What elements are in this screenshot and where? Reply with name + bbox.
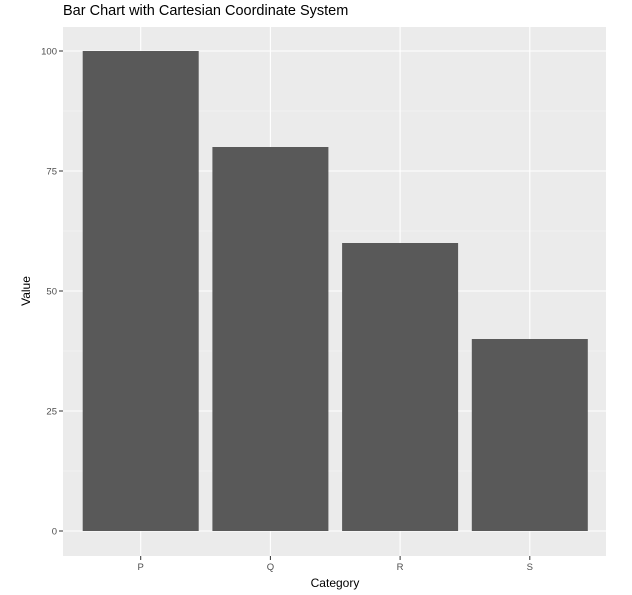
x-axis-title: Category [311,576,360,590]
bar-q [212,147,329,531]
bar-p [82,51,199,531]
x-tick-label: Q [267,562,274,573]
x-tick-label: S [527,562,533,573]
bar-s [471,339,588,531]
bars [82,51,588,531]
y-tick-label: 75 [46,166,57,177]
x-tick-label: P [138,562,144,573]
bar-r [342,243,459,531]
y-tick-label: 25 [46,406,57,417]
y-axis: 0 25 50 75 100 [41,46,63,537]
y-tick-label: 50 [46,286,57,297]
y-tick-label: 0 [52,526,57,537]
chart-title: Bar Chart with Cartesian Coordinate Syst… [63,3,348,19]
x-tick-label: R [397,562,404,573]
y-tick-label: 100 [41,46,57,57]
y-axis-title: Value [19,276,33,306]
x-axis: P Q R S [138,556,533,573]
